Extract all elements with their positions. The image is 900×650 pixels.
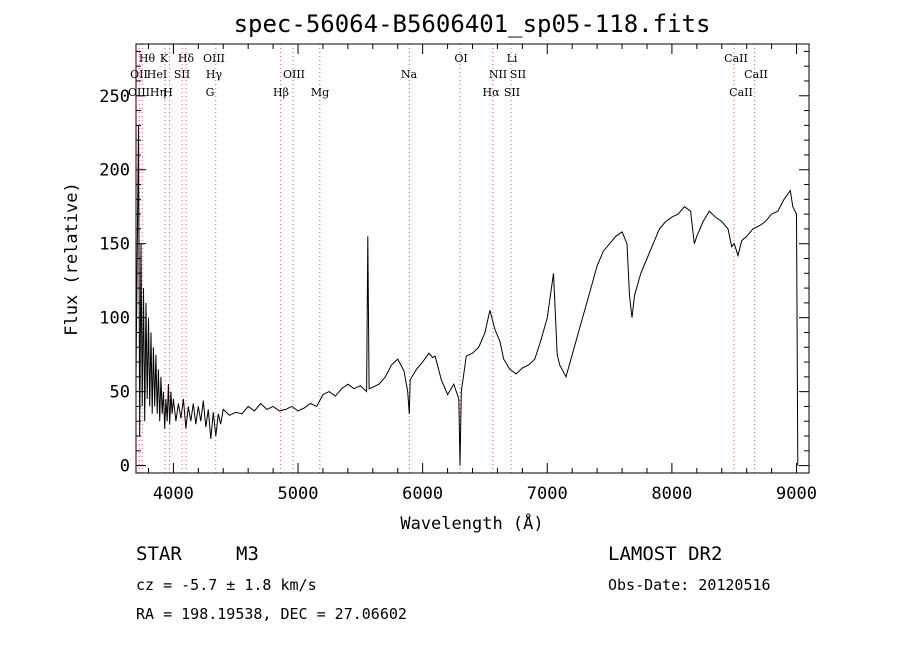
spectral-line-markers xyxy=(138,44,755,473)
y-tick-labels: 0 50 100 150 200 250 xyxy=(99,87,130,477)
object-class: STAR xyxy=(136,543,182,565)
x-tick-label-0: 4000 xyxy=(153,484,194,504)
line-label-r1-3: OIII xyxy=(203,52,225,65)
coordinates: RA = 198.19538, DEC = 27.06602 xyxy=(136,605,407,623)
line-label-r3-7: SII xyxy=(504,86,520,99)
line-label-r3-3: G xyxy=(206,86,215,99)
y-tick-label-4: 200 xyxy=(99,161,130,181)
object-subclass: M3 xyxy=(236,543,259,565)
y-tick-label-2: 100 xyxy=(99,309,130,329)
x-tick-label-5: 9000 xyxy=(776,484,817,504)
y-tick-label-1: 50 xyxy=(110,383,130,403)
y-axis-label: Flux (relative) xyxy=(62,182,82,336)
line-label-r1-1: K xyxy=(160,52,169,65)
line-label-r3-8: CaII xyxy=(729,86,753,99)
y-tick-label-5: 250 xyxy=(99,87,130,107)
line-label-r1-6: CaII xyxy=(724,52,748,65)
x-tick-label-1: 5000 xyxy=(278,484,319,504)
line-label-r2-7: SII xyxy=(510,68,526,81)
line-label-r2-5: Na xyxy=(401,68,418,81)
line-label-r2-2: SII xyxy=(174,68,190,81)
axis-ticks xyxy=(136,44,809,473)
line-label-r1-0: Hθ xyxy=(139,52,156,65)
line-label-r3-4: Hβ xyxy=(273,86,289,99)
line-label-r1-2: Hδ xyxy=(178,52,195,65)
x-tick-labels: 4000 5000 6000 7000 8000 9000 xyxy=(153,484,817,504)
line-label-r2-6: NII xyxy=(489,68,507,81)
x-tick-label-2: 6000 xyxy=(402,484,443,504)
line-label-r3-6: Hα xyxy=(482,86,500,99)
x-tick-label-4: 8000 xyxy=(651,484,692,504)
line-label-r2-1: HeI xyxy=(147,68,167,81)
line-label-r3-5: Mg xyxy=(311,86,329,99)
line-label-r3-1: Hη xyxy=(150,86,166,99)
x-axis-label: Wavelength (Å) xyxy=(400,512,543,534)
line-label-r2-4: OIII xyxy=(283,68,305,81)
y-tick-label-3: 150 xyxy=(99,235,130,255)
spectrum-line xyxy=(135,125,799,466)
plot-frame xyxy=(135,43,810,474)
line-label-r3-0: OIII xyxy=(128,86,150,99)
line-label-r3-2: H xyxy=(163,86,173,99)
line-label-r2-3: Hγ xyxy=(206,68,223,81)
survey-name: LAMOST DR2 xyxy=(608,543,722,565)
x-tick-label-3: 7000 xyxy=(527,484,568,504)
line-label-r2-8: CaII xyxy=(744,68,768,81)
obs-date: Obs-Date: 20120516 xyxy=(608,576,771,594)
redshift-text: cz = -5.7 ± 1.8 km/s xyxy=(136,576,317,594)
line-label-r2-0: OII xyxy=(130,68,148,81)
y-tick-label-0: 0 xyxy=(120,457,130,477)
line-label-r1-5: Li xyxy=(507,52,518,65)
chart-title: spec-56064-B5606401_sp05-118.fits xyxy=(234,10,711,38)
line-label-r1-4: OI xyxy=(454,52,467,65)
